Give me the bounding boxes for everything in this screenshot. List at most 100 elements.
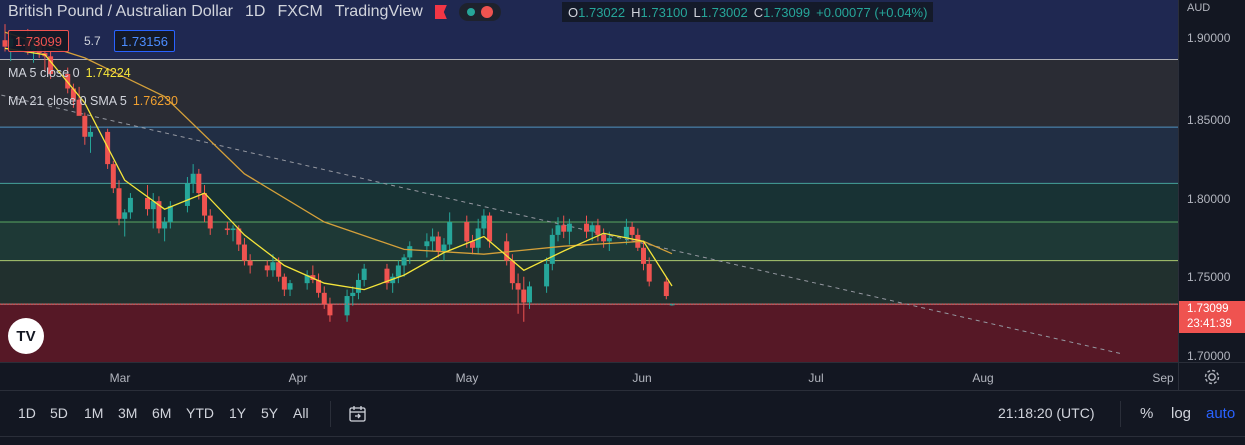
candle-body — [276, 262, 282, 277]
ma5-value: 1.74224 — [85, 66, 131, 80]
candle-body — [424, 241, 430, 247]
candle-body — [207, 215, 213, 229]
candle-body — [167, 205, 173, 223]
market-status-pill[interactable] — [458, 3, 501, 21]
buy-button[interactable]: 1.73156 — [114, 30, 175, 52]
range-5y-button[interactable]: 5Y — [261, 405, 279, 421]
candle-body — [469, 241, 475, 248]
candle-body — [601, 234, 607, 242]
percent-scale-toggle[interactable]: % — [1140, 405, 1154, 422]
candle-body — [48, 56, 54, 75]
candle-body — [430, 236, 436, 242]
candle-body — [355, 279, 361, 293]
candle-body — [464, 222, 470, 242]
range-3m-button[interactable]: 3M — [118, 405, 138, 421]
range-1d-button[interactable]: 1D — [18, 405, 36, 421]
high-label: H — [631, 4, 641, 20]
range-6m-button[interactable]: 6M — [152, 405, 172, 421]
candle-body — [116, 188, 122, 219]
last-price-badge: 1.73099 23:41:39 — [1179, 301, 1245, 333]
change-value: +0.00077 (+0.04%) — [816, 4, 928, 20]
ma5-label: MA 5 close 0 — [8, 66, 80, 80]
candle-body — [287, 283, 293, 290]
candle-body — [361, 268, 367, 280]
candle-body — [407, 246, 413, 258]
candle-body — [395, 265, 401, 277]
candle-body — [544, 263, 550, 287]
flag-icon[interactable] — [434, 5, 447, 19]
source-label: TradingView — [334, 3, 423, 20]
candle-body — [521, 289, 527, 303]
range-1y-button[interactable]: 1Y — [229, 405, 247, 421]
time-tick: Jun — [632, 371, 652, 385]
ma21-value: 1.76230 — [132, 94, 178, 108]
bottom-toolbar: 1D 5D 1M 3M 6M YTD 1Y 5Y All 21:18:20 (U… — [0, 390, 1245, 436]
toolbar-divider — [1120, 401, 1121, 427]
symbol-name[interactable]: British Pound / Australian Dollar — [8, 3, 233, 20]
candle-body — [2, 40, 8, 47]
candle-body — [584, 223, 589, 232]
utc-clock[interactable]: 21:18:20 (UTC) — [998, 405, 1095, 421]
ma5-line — [4, 47, 673, 291]
price-tick: 1.85000 — [1187, 113, 1231, 127]
candle-body — [447, 222, 453, 245]
candle-body — [350, 292, 356, 297]
alert-dot-icon — [480, 6, 493, 18]
candle-body — [247, 260, 253, 266]
candle-body — [487, 215, 493, 242]
date-range-icon[interactable] — [348, 404, 368, 424]
candle-body — [481, 215, 487, 229]
log-scale-toggle[interactable]: log — [1171, 405, 1192, 422]
ohlc-legend: O1.73022 H1.73100 L1.73002 C1.73099 +0.0… — [562, 2, 934, 22]
candle-body — [230, 228, 236, 231]
time-axis[interactable]: Mar Apr May Jun Jul Aug Sep — [0, 362, 1178, 390]
low-label: L — [693, 4, 701, 20]
candle-body — [122, 212, 128, 219]
candle-body — [561, 225, 567, 232]
tradingview-logo-icon[interactable]: TV — [8, 318, 44, 354]
candle-body — [441, 244, 447, 251]
ma5-legend[interactable]: MA 5 close 0 1.74224 — [8, 66, 131, 80]
symbol-legend[interactable]: British Pound / Australian Dollar 1D FXC… — [8, 2, 501, 22]
time-tick: Apr — [288, 371, 308, 385]
candle-body — [509, 260, 515, 284]
range-5d-button[interactable]: 5D — [50, 405, 68, 421]
range-all-button[interactable]: All — [293, 405, 309, 421]
chart-settings-corner[interactable] — [1178, 362, 1245, 390]
candle-body — [127, 197, 133, 213]
candle-body — [526, 286, 532, 303]
currency-unit[interactable]: AUD — [1187, 2, 1211, 14]
range-1m-button[interactable]: 1M — [84, 405, 104, 421]
candle-body — [595, 225, 601, 235]
ma21-line — [4, 31, 673, 255]
ma21-legend[interactable]: MA 21 close 0 SMA 5 1.76230 — [8, 94, 178, 108]
zone-band — [0, 59, 1178, 128]
time-tick: Jul — [808, 371, 824, 385]
chart-canvas[interactable] — [0, 0, 1178, 362]
time-tick: Sep — [1152, 371, 1174, 385]
auto-scale-toggle[interactable]: auto — [1206, 405, 1236, 422]
interval-label[interactable]: 1D — [245, 3, 266, 20]
close-label: C — [753, 4, 764, 20]
candle-body — [623, 226, 629, 239]
candle-body — [646, 263, 652, 282]
candle-body — [435, 236, 441, 251]
spread-value: 5.7 — [84, 34, 101, 48]
range-ytd-button[interactable]: YTD — [186, 405, 214, 421]
candle-body — [156, 201, 162, 229]
candle-body — [150, 201, 156, 210]
candle-body — [304, 275, 310, 284]
candle-body — [629, 226, 635, 235]
low-value: 1.73002 — [700, 4, 748, 20]
candle-body — [321, 292, 327, 305]
candle-body — [88, 131, 94, 137]
bottom-strip — [0, 436, 1245, 445]
settings-gear-icon[interactable] — [1179, 363, 1245, 391]
candle-body — [663, 281, 669, 297]
price-axis[interactable]: AUD 1.90000 1.85000 1.80000 1.75000 1.70… — [1178, 0, 1245, 363]
sell-button[interactable]: 1.73099 — [8, 30, 69, 52]
chart-pane[interactable]: British Pound / Australian Dollar 1D FXC… — [0, 0, 1178, 362]
price-tick: 1.90000 — [1187, 31, 1231, 45]
price-tick: 1.70000 — [1187, 349, 1231, 363]
candle-body — [549, 234, 555, 264]
